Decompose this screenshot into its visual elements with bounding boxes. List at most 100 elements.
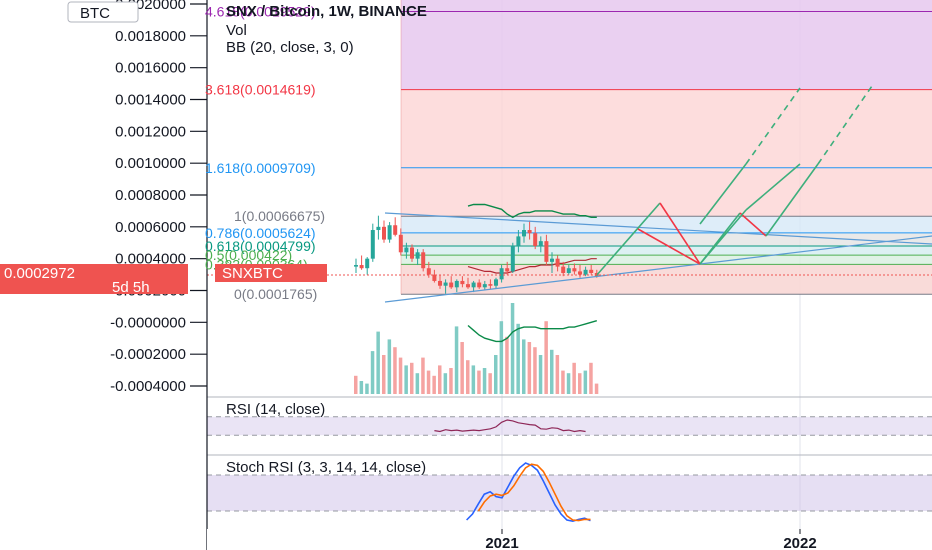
volume-bar [404, 365, 408, 394]
last-price-value: 0.0002972 [4, 265, 75, 282]
candle-body [494, 279, 498, 286]
bb-basis [467, 258, 597, 274]
stoch-rsi-pane[interactable] [207, 462, 932, 523]
volume-bar [443, 373, 448, 394]
candle-body [482, 284, 487, 288]
candle-body [471, 282, 476, 288]
projection-segment [739, 212, 767, 237]
volume-bar [583, 370, 588, 394]
volume-bar [471, 365, 476, 394]
candle-body [578, 271, 582, 275]
volume-bar [415, 373, 420, 394]
candle-body [354, 265, 358, 267]
bb-upper [467, 203, 597, 219]
bb-lower [467, 320, 597, 343]
candle-body [538, 241, 543, 246]
candle-body [387, 225, 392, 240]
projection-dashed-b [817, 85, 873, 165]
candle-body [454, 280, 459, 288]
volume-bar [387, 339, 392, 394]
symbol-title[interactable]: SNX / Bitcoin, 1W, BINANCE [226, 3, 427, 20]
volume-bar [510, 303, 515, 394]
volume-bar [354, 375, 358, 394]
fib-zone-1 [401, 216, 932, 233]
volume-bar [438, 365, 442, 394]
candle-body [359, 265, 364, 269]
candle-body [421, 252, 426, 269]
volume-bar [365, 383, 369, 394]
rsi-pane[interactable] [207, 416, 932, 436]
volume-bar [359, 381, 364, 394]
projection-branch-segment [745, 163, 801, 211]
indicator-bb[interactable]: BB (20, close, 3, 0) [226, 39, 354, 56]
volume-bar [398, 357, 403, 394]
candle-body [443, 282, 448, 286]
fib-zone-1.618 [401, 167, 932, 217]
candle-body [544, 241, 549, 262]
volume-bar [466, 360, 470, 394]
fib-zone-0.618 [401, 245, 932, 256]
volume-bar [555, 355, 560, 394]
price-tick-label: -0.0000000 [110, 314, 186, 331]
candle-body [550, 258, 554, 262]
fib-label-0.618: 0.618(0.0004799) [205, 238, 316, 254]
time-axis-bg[interactable] [207, 529, 932, 550]
candle-body [572, 268, 577, 272]
price-tick-label: 0.0004000 [115, 251, 186, 268]
indicator-vol[interactable]: Vol [226, 22, 247, 39]
candle-body [522, 230, 526, 237]
projection-branch-up [699, 163, 747, 225]
volume-bar [460, 342, 464, 394]
fib-zone-base [401, 264, 932, 295]
rsi-band [207, 416, 932, 436]
volume-bar [589, 362, 593, 394]
volume-bar [522, 339, 526, 394]
candle-body [555, 258, 560, 267]
candle-body [566, 268, 571, 273]
fib-label-1.618: 1.618(0.0009709) [205, 160, 316, 176]
projection-branch-segment [637, 228, 701, 265]
fib-label-0.786: 0.786(0.0005624) [205, 225, 316, 241]
volume-bar [370, 351, 375, 394]
volume-bar [538, 355, 543, 394]
candle-body [426, 268, 431, 275]
last-price-tag-bg [0, 264, 188, 294]
volume-bar [449, 368, 453, 394]
volume-bar [572, 362, 576, 394]
bollinger-bands [467, 203, 597, 343]
candle-body [398, 234, 403, 253]
volume-bar [421, 357, 425, 394]
volume-bar [527, 342, 532, 394]
volume-bar [410, 362, 414, 394]
candle-body [561, 266, 566, 273]
drawings[interactable] [384, 85, 932, 303]
volume-bar [488, 373, 492, 394]
volume-bar [393, 347, 397, 394]
volume-bar [426, 370, 431, 394]
projection-segment [765, 163, 819, 237]
currency-button[interactable] [67, 1, 139, 23]
candle-body [460, 280, 465, 285]
candle-body [370, 230, 375, 259]
rsi-line [434, 419, 586, 433]
volume-bar [533, 347, 537, 394]
fib-retracement[interactable] [400, 0, 932, 295]
price-axis: 0.00200000.00180000.00160000.00140000.00… [110, 0, 207, 395]
volume-bar [376, 331, 380, 394]
stoch-d-line [477, 463, 591, 522]
volume-bar [494, 355, 498, 394]
candle-body [382, 226, 386, 240]
price-tick-label: 0.0012000 [115, 123, 186, 140]
fib-labels: 4.618(0.0019529) 3.618(0.0014619) 1.618(0.… [205, 3, 325, 302]
fib-label-0: 0(0.0001765) [234, 286, 317, 302]
candle-body [432, 274, 437, 281]
stoch-rsi-title: Stoch RSI (3, 3, 14, 14, close) [226, 459, 426, 476]
price-tick-label: 0.0018000 [115, 28, 186, 45]
candle-body [510, 245, 515, 272]
volume-bar [482, 368, 487, 394]
volume-bar [578, 373, 582, 394]
candle-body [516, 236, 521, 246]
stoch-band [207, 475, 932, 511]
